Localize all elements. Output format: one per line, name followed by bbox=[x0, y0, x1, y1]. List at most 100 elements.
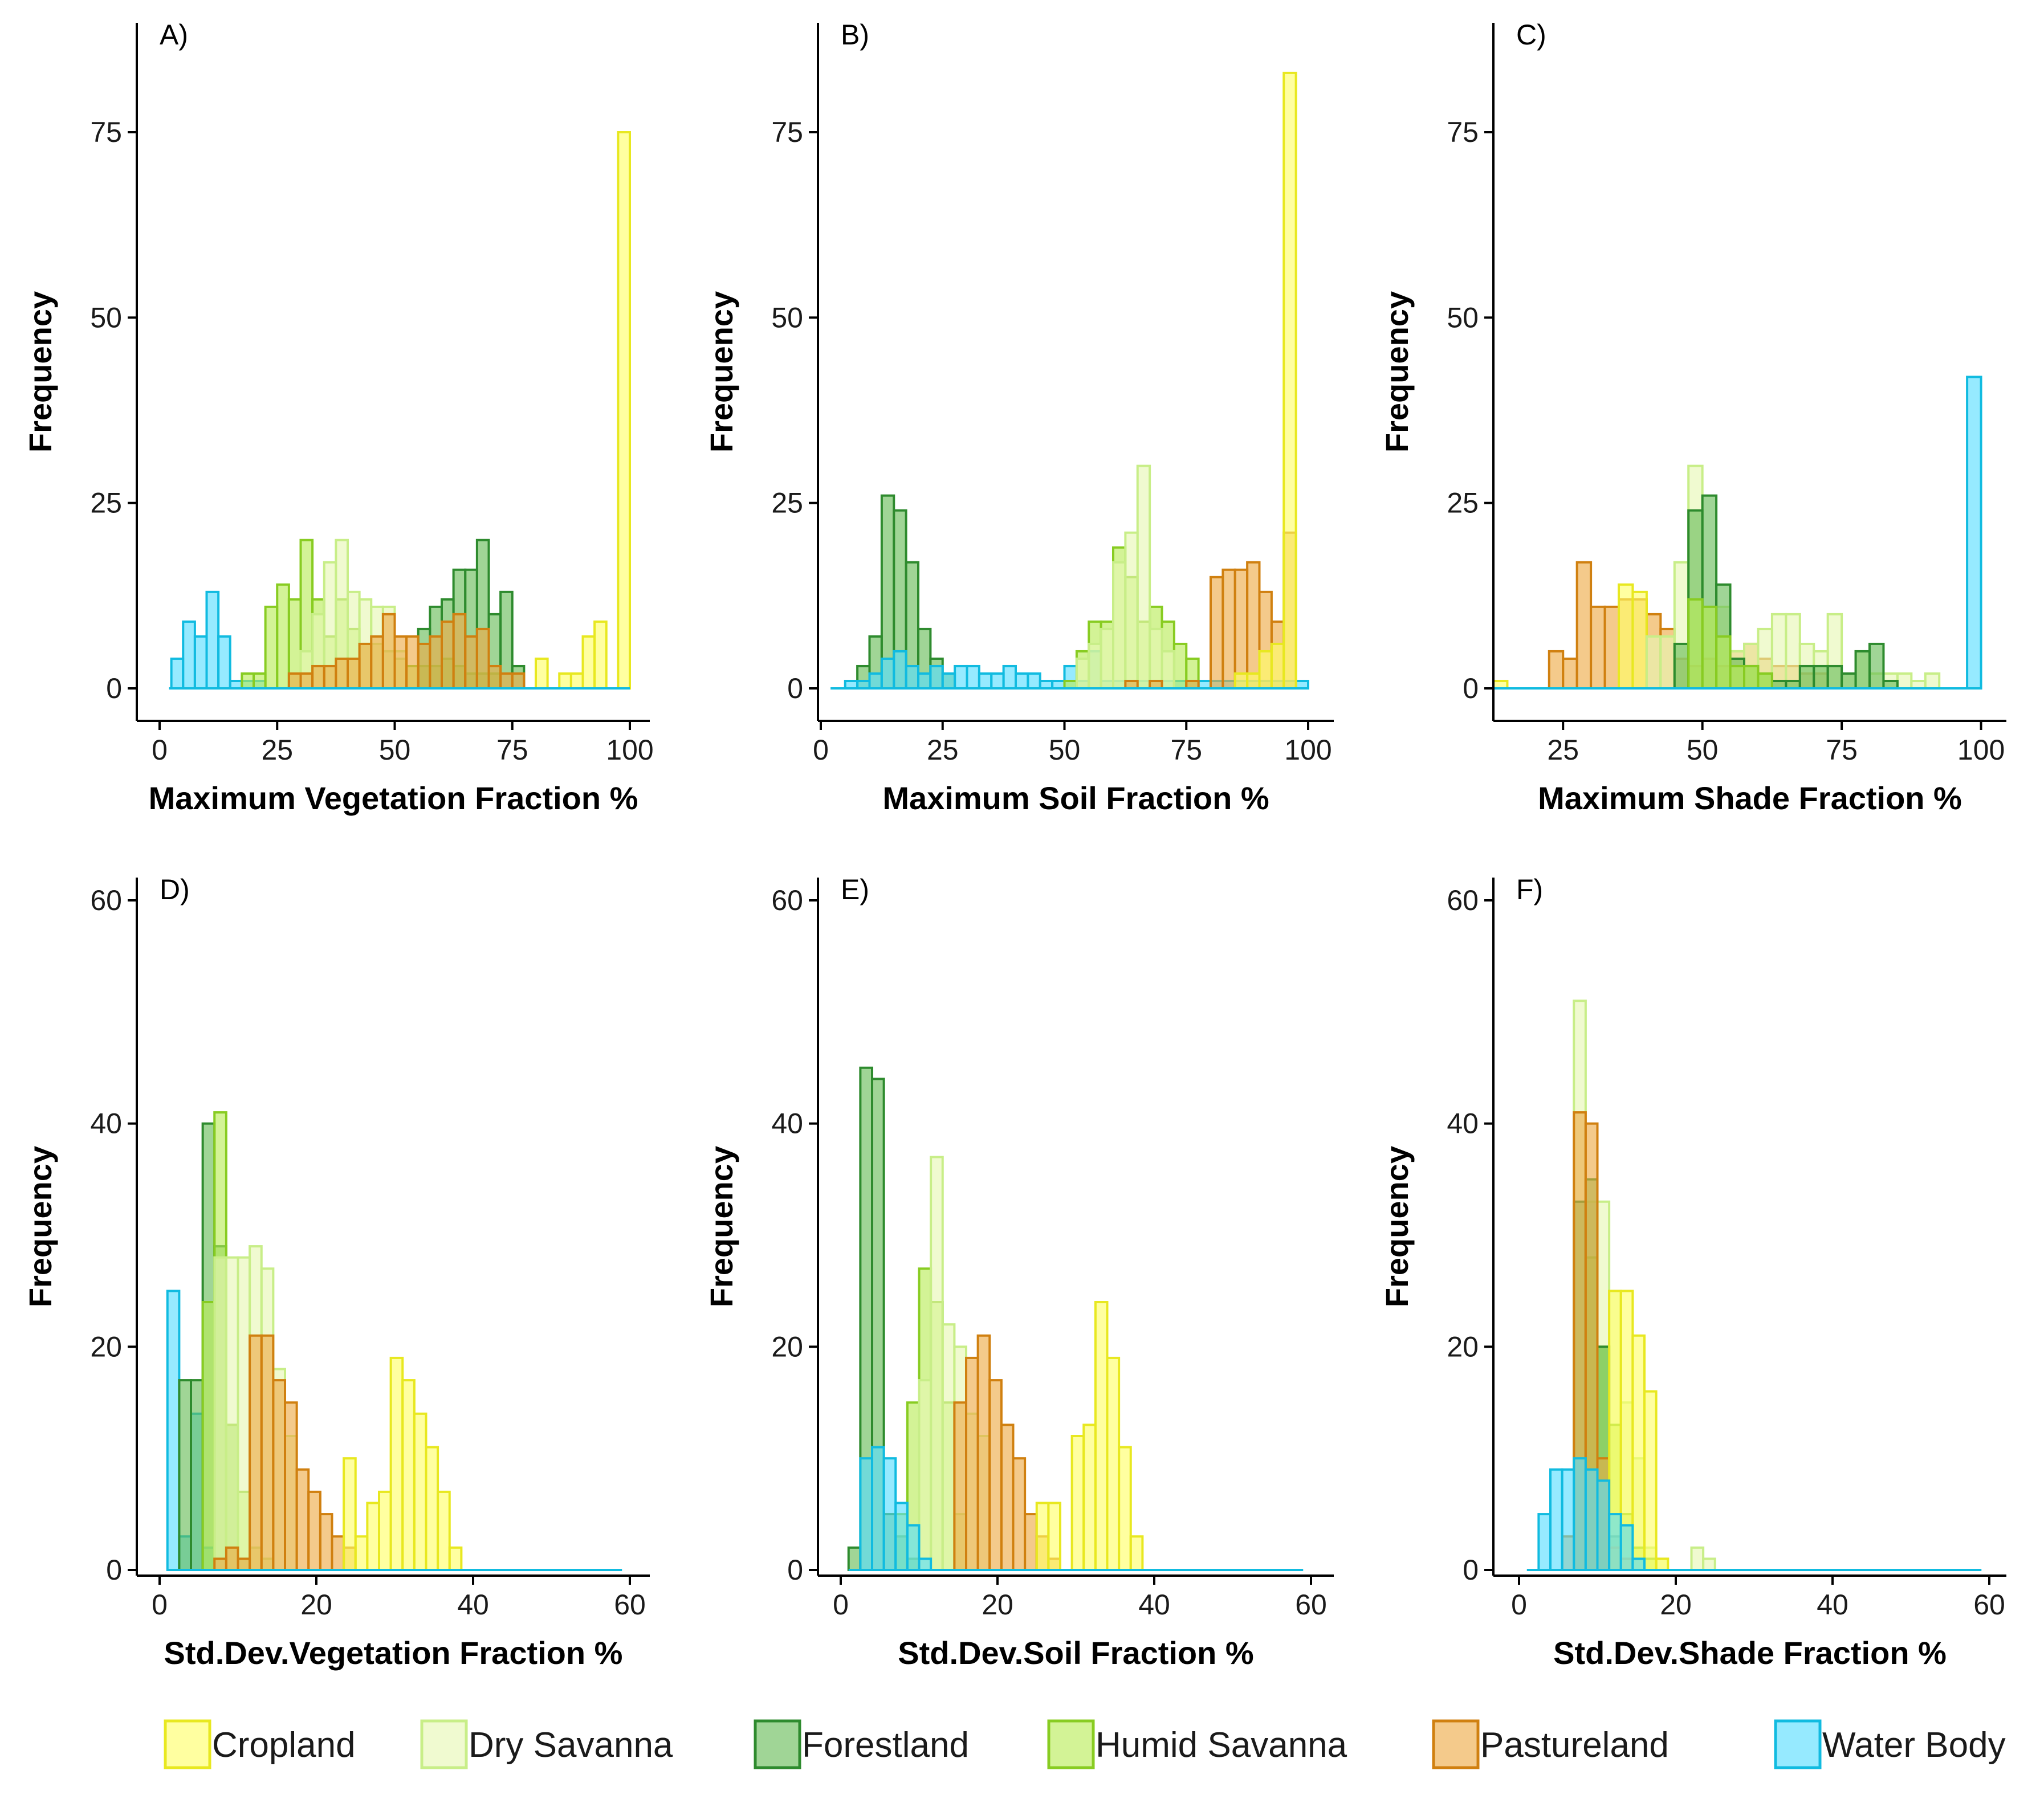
bar bbox=[441, 620, 455, 690]
y-tick-label: 50 bbox=[90, 301, 122, 333]
x-tick-label: 50 bbox=[1687, 734, 1719, 766]
bar bbox=[1124, 531, 1139, 690]
y-axis-title: Frequency bbox=[1379, 291, 1415, 452]
panel-label: D) bbox=[160, 874, 190, 905]
series-dry-savanna bbox=[1075, 464, 1175, 690]
bar bbox=[1618, 583, 1634, 690]
bar bbox=[464, 635, 478, 690]
bar bbox=[1270, 642, 1285, 690]
x-tick-label: 50 bbox=[1049, 734, 1081, 766]
bar bbox=[535, 657, 549, 690]
histogram-bars bbox=[1537, 1000, 1716, 1572]
bar bbox=[264, 605, 279, 690]
bar bbox=[1233, 568, 1249, 690]
bar bbox=[1785, 613, 1801, 690]
bar bbox=[1561, 1468, 1575, 1571]
bar bbox=[1743, 664, 1760, 690]
legend-swatch bbox=[1047, 1719, 1095, 1769]
bar bbox=[1161, 650, 1175, 690]
y-tick-label: 50 bbox=[771, 301, 803, 333]
panel-label: C) bbox=[1516, 19, 1546, 51]
bar bbox=[1757, 672, 1773, 690]
y-tick-label: 60 bbox=[90, 884, 122, 916]
bar bbox=[965, 1356, 979, 1572]
y-axis-title: Frequency bbox=[22, 1146, 58, 1307]
bar bbox=[1118, 1446, 1132, 1571]
bar bbox=[1282, 71, 1297, 690]
x-tick-label: 40 bbox=[1817, 1589, 1848, 1621]
bar bbox=[393, 635, 408, 690]
x-axis-title: Maximum Shade Fraction % bbox=[1538, 780, 1962, 816]
legend-item-pastureland: Pastureland bbox=[1432, 1719, 1669, 1769]
x-tick-label: 0 bbox=[1511, 1589, 1527, 1621]
legend-label: Cropland bbox=[212, 1726, 356, 1765]
y-tick-label: 0 bbox=[787, 1554, 803, 1586]
x-tick-label: 20 bbox=[300, 1589, 332, 1621]
bar bbox=[205, 590, 220, 690]
panels: 0 25 50 75 0 25 50 75 100 A) Maximum Vegetation Fr… bbox=[22, 19, 2006, 1671]
bar bbox=[558, 672, 572, 690]
x-tick-label: 0 bbox=[833, 1589, 849, 1621]
y-tick-label: 40 bbox=[1447, 1108, 1479, 1140]
y-tick-label: 25 bbox=[1447, 487, 1479, 519]
y-tick-label: 75 bbox=[771, 116, 803, 148]
bar bbox=[1047, 1502, 1061, 1571]
bar bbox=[378, 1490, 392, 1572]
y-tick-label: 60 bbox=[771, 884, 803, 916]
x-tick-label: 75 bbox=[1826, 734, 1858, 766]
bar bbox=[1549, 1468, 1563, 1571]
bar bbox=[1702, 1557, 1716, 1572]
bar bbox=[366, 1502, 380, 1571]
x-tick-label: 25 bbox=[927, 734, 959, 766]
bar bbox=[241, 672, 255, 690]
y-tick-label: 0 bbox=[1463, 1554, 1479, 1586]
bar bbox=[1645, 635, 1662, 690]
bar bbox=[358, 642, 373, 690]
panel-d: 0 20 40 60 0 20 40 60 D) Std.Dev.Vegetation Fract… bbox=[22, 874, 650, 1671]
panel-e: 0 20 40 60 0 20 40 60 E) Std.Dev.Soil Fraction % F… bbox=[703, 874, 1334, 1671]
bar bbox=[917, 672, 932, 690]
y-axis-title: Frequency bbox=[1379, 1146, 1415, 1307]
legend-item-humid-savanna: Humid Savanna bbox=[1047, 1719, 1347, 1769]
bar bbox=[1690, 1546, 1705, 1571]
y-tick-label: 60 bbox=[1447, 884, 1479, 916]
bar bbox=[905, 664, 919, 690]
y-tick-label: 40 bbox=[771, 1108, 803, 1140]
bar bbox=[389, 1356, 404, 1572]
bar bbox=[990, 672, 1005, 690]
bar bbox=[429, 635, 443, 690]
x-tick-label: 40 bbox=[1138, 1589, 1170, 1621]
bar bbox=[448, 1546, 463, 1571]
bar bbox=[1631, 1334, 1646, 1571]
bar bbox=[1129, 1535, 1144, 1571]
bar bbox=[299, 672, 314, 690]
bar bbox=[284, 1401, 298, 1571]
bar bbox=[868, 672, 883, 690]
bar bbox=[276, 583, 290, 690]
legend-label: Humid Savanna bbox=[1096, 1726, 1347, 1765]
bar bbox=[593, 620, 608, 690]
x-tick-label: 60 bbox=[1973, 1589, 2005, 1621]
bar bbox=[954, 664, 968, 690]
x-tick-label: 75 bbox=[1170, 734, 1202, 766]
bar bbox=[193, 635, 208, 690]
bar bbox=[1590, 605, 1606, 690]
histogram-bars bbox=[847, 1066, 1144, 1572]
legend-label: Water Body bbox=[1822, 1726, 2006, 1765]
bar bbox=[249, 1334, 263, 1571]
bar bbox=[295, 1468, 310, 1571]
bar bbox=[1221, 568, 1236, 690]
x-tick-label: 60 bbox=[1295, 1589, 1327, 1621]
y-axis-title: Frequency bbox=[703, 291, 739, 452]
bar bbox=[941, 672, 956, 690]
x-axis-title: Std.Dev.Shade Fraction % bbox=[1553, 1635, 1947, 1671]
bar bbox=[581, 635, 596, 690]
x-tick-label: 0 bbox=[152, 1589, 168, 1621]
legend-swatch bbox=[754, 1719, 801, 1769]
bar bbox=[1112, 561, 1127, 690]
x-tick-label: 50 bbox=[379, 734, 411, 766]
bar bbox=[1584, 1468, 1599, 1571]
bar bbox=[499, 672, 514, 690]
panel-label: E) bbox=[841, 874, 869, 905]
bar bbox=[487, 664, 502, 690]
